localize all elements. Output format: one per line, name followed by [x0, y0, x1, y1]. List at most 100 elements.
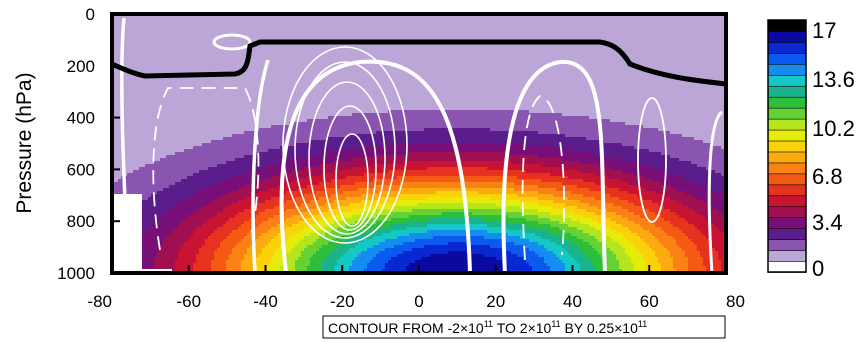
field-cell: [142, 176, 146, 180]
field-cell: [142, 134, 146, 138]
field-cell: [124, 173, 128, 177]
field-cell: [145, 122, 149, 126]
field-cell: [118, 89, 122, 93]
field-cell: [118, 179, 122, 183]
field-cell: [115, 179, 119, 183]
field-cell: [205, 56, 209, 60]
field-cell: [187, 110, 191, 114]
field-cell: [130, 47, 134, 51]
field-cell: [172, 233, 176, 237]
field-cell: [196, 32, 200, 36]
field-cell: [127, 59, 131, 63]
field-cell: [130, 146, 134, 150]
field-cell: [202, 167, 206, 171]
field-cell: [190, 41, 194, 45]
field-cell: [214, 254, 218, 258]
field-cell: [187, 143, 191, 147]
field-cell: [187, 170, 191, 174]
field-cell: [118, 98, 122, 102]
field-cell: [181, 143, 185, 147]
field-cell: [124, 146, 128, 150]
field-cell: [190, 83, 194, 87]
field-cell: [205, 80, 209, 84]
field-cell: [178, 47, 182, 51]
field-cell: [163, 107, 167, 111]
field-cell: [208, 212, 212, 216]
field-cell: [118, 254, 122, 258]
field-cell: [199, 83, 203, 87]
field-cell: [154, 173, 158, 177]
field-cell: [118, 17, 122, 21]
field-cell: [196, 35, 200, 39]
field-cell: [145, 17, 149, 21]
field-cell: [145, 197, 149, 201]
field-cell: [151, 131, 155, 135]
field-cell: [124, 35, 128, 39]
field-cell: [187, 224, 191, 228]
field-cell: [154, 56, 158, 60]
field-cell: [196, 53, 200, 57]
field-cell: [205, 35, 209, 39]
field-cell: [118, 149, 122, 153]
field-cell: [130, 104, 134, 108]
field-cell: [217, 263, 221, 267]
field-cell: [202, 200, 206, 204]
field-cell: [172, 101, 176, 105]
field-cell: [199, 29, 203, 33]
field-cell: [193, 50, 197, 54]
field-cell: [205, 170, 209, 174]
field-cell: [208, 131, 212, 135]
field-cell: [193, 224, 197, 228]
field-cell: [202, 206, 206, 210]
field-cell: [163, 206, 167, 210]
field-cell: [115, 83, 119, 87]
field-cell: [196, 26, 200, 30]
field-cell: [151, 224, 155, 228]
field-cell: [148, 128, 152, 132]
field-cell: [175, 152, 179, 156]
field-cell: [145, 23, 149, 27]
field-cell: [157, 221, 161, 225]
field-cell: [151, 104, 155, 108]
field-cell: [115, 53, 119, 57]
field-cell: [202, 251, 206, 255]
field-cell: [148, 155, 152, 159]
field-cell: [127, 260, 131, 264]
field-cell: [196, 128, 200, 132]
field-cell: [139, 158, 143, 162]
field-cell: [169, 77, 173, 81]
field-cell: [217, 179, 221, 183]
field-cell: [148, 239, 152, 243]
field-cell: [127, 53, 131, 57]
field-cell: [184, 185, 188, 189]
field-cell: [136, 137, 140, 141]
field-cell: [205, 203, 209, 207]
field-cell: [196, 248, 200, 252]
field-cell: [223, 62, 227, 66]
field-cell: [154, 149, 158, 153]
field-cell: [148, 176, 152, 180]
field-cell: [169, 110, 173, 114]
field-cell: [115, 242, 119, 246]
field-cell: [166, 182, 170, 186]
field-cell: [205, 104, 209, 108]
field-cell: [184, 128, 188, 132]
field-cell: [175, 107, 179, 111]
field-cell: [115, 221, 119, 225]
field-cell: [193, 179, 197, 183]
field-cell: [115, 68, 119, 72]
field-cell: [151, 20, 155, 24]
field-cell: [169, 50, 173, 54]
field-cell: [196, 56, 200, 60]
field-cell: [205, 269, 209, 273]
field-cell: [187, 131, 191, 135]
field-cell: [181, 179, 185, 183]
field-cell: [136, 149, 140, 153]
field-cell: [175, 203, 179, 207]
field-cell: [214, 209, 218, 213]
field-cell: [214, 53, 218, 57]
field-cell: [187, 194, 191, 198]
field-cell: [148, 140, 152, 144]
field-cell: [181, 224, 185, 228]
field-cell: [217, 182, 221, 186]
